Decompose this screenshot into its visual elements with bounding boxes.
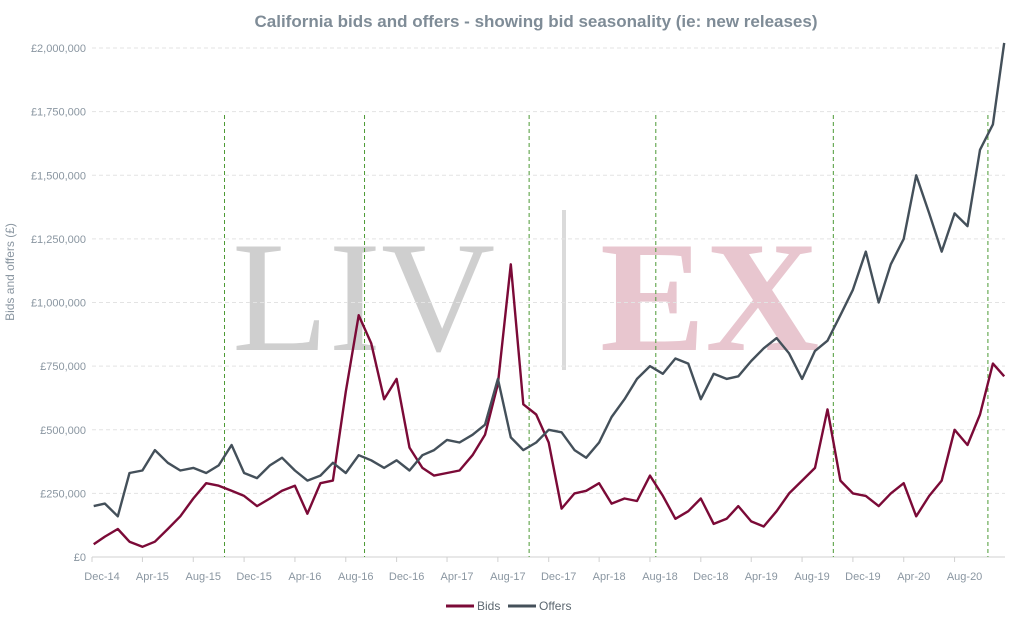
livex-watermark: LIV EX	[232, 210, 820, 385]
y-tick-label: £250,000	[40, 488, 86, 500]
x-tick-label: Aug-18	[642, 571, 677, 583]
series-line-offers	[93, 42, 1006, 518]
x-tick-label: Aug-16	[338, 571, 373, 583]
gridlines	[92, 47, 1005, 558]
x-tick-label: Aug-19	[794, 571, 829, 583]
x-tick-label: Dec-19	[845, 571, 880, 583]
chart-title: California bids and offers - showing bid…	[254, 12, 817, 31]
x-tick-label: Dec-14	[84, 571, 119, 583]
legend-label-offers: Offers	[539, 599, 571, 613]
watermark-left: LIV	[232, 210, 495, 385]
y-tick-label: £1,000,000	[31, 298, 86, 310]
vertical-markers	[224, 115, 989, 557]
x-tick-label: Dec-15	[236, 571, 271, 583]
x-tick-label: Apr-18	[593, 571, 626, 583]
y-tick-label: £1,750,000	[31, 107, 86, 119]
x-tick-label: Apr-19	[745, 571, 778, 583]
x-tick-label: Aug-17	[490, 571, 525, 583]
y-tick-label: £1,250,000	[31, 234, 86, 246]
x-tick-label: Aug-15	[186, 571, 221, 583]
x-axis: Dec-14 Apr-15 Aug-15 Dec-15 Apr-16 Aug-16 Dec-…	[84, 557, 982, 583]
x-tick-label: Aug-20	[947, 571, 982, 583]
x-tick-label: Apr-16	[288, 571, 321, 583]
x-tick-label: Dec-16	[389, 571, 424, 583]
watermark-right: EX	[600, 210, 820, 385]
x-tick-label: Apr-15	[136, 571, 169, 583]
y-axis-label: Bids and offers (£)	[3, 223, 17, 321]
x-tick-label: Apr-17	[441, 571, 474, 583]
series-line-bids	[93, 263, 1006, 548]
x-tick-label: Apr-20	[897, 571, 930, 583]
y-axis: £0 £250,000 £500,000 £750,000 £1,000,000 £1,2…	[31, 43, 86, 564]
legend: Bids Offers	[446, 599, 571, 613]
legend-label-bids: Bids	[477, 599, 500, 613]
y-tick-label: £1,500,000	[31, 170, 86, 182]
x-tick-label: Dec-18	[693, 571, 728, 583]
x-tick-label: Dec-17	[541, 571, 576, 583]
y-tick-label: £750,000	[40, 361, 86, 373]
watermark-divider	[562, 210, 566, 370]
series-lines	[93, 42, 1006, 548]
y-tick-label: £500,000	[40, 425, 86, 437]
y-tick-label: £2,000,000	[31, 43, 86, 55]
y-tick-label: £0	[74, 552, 86, 564]
